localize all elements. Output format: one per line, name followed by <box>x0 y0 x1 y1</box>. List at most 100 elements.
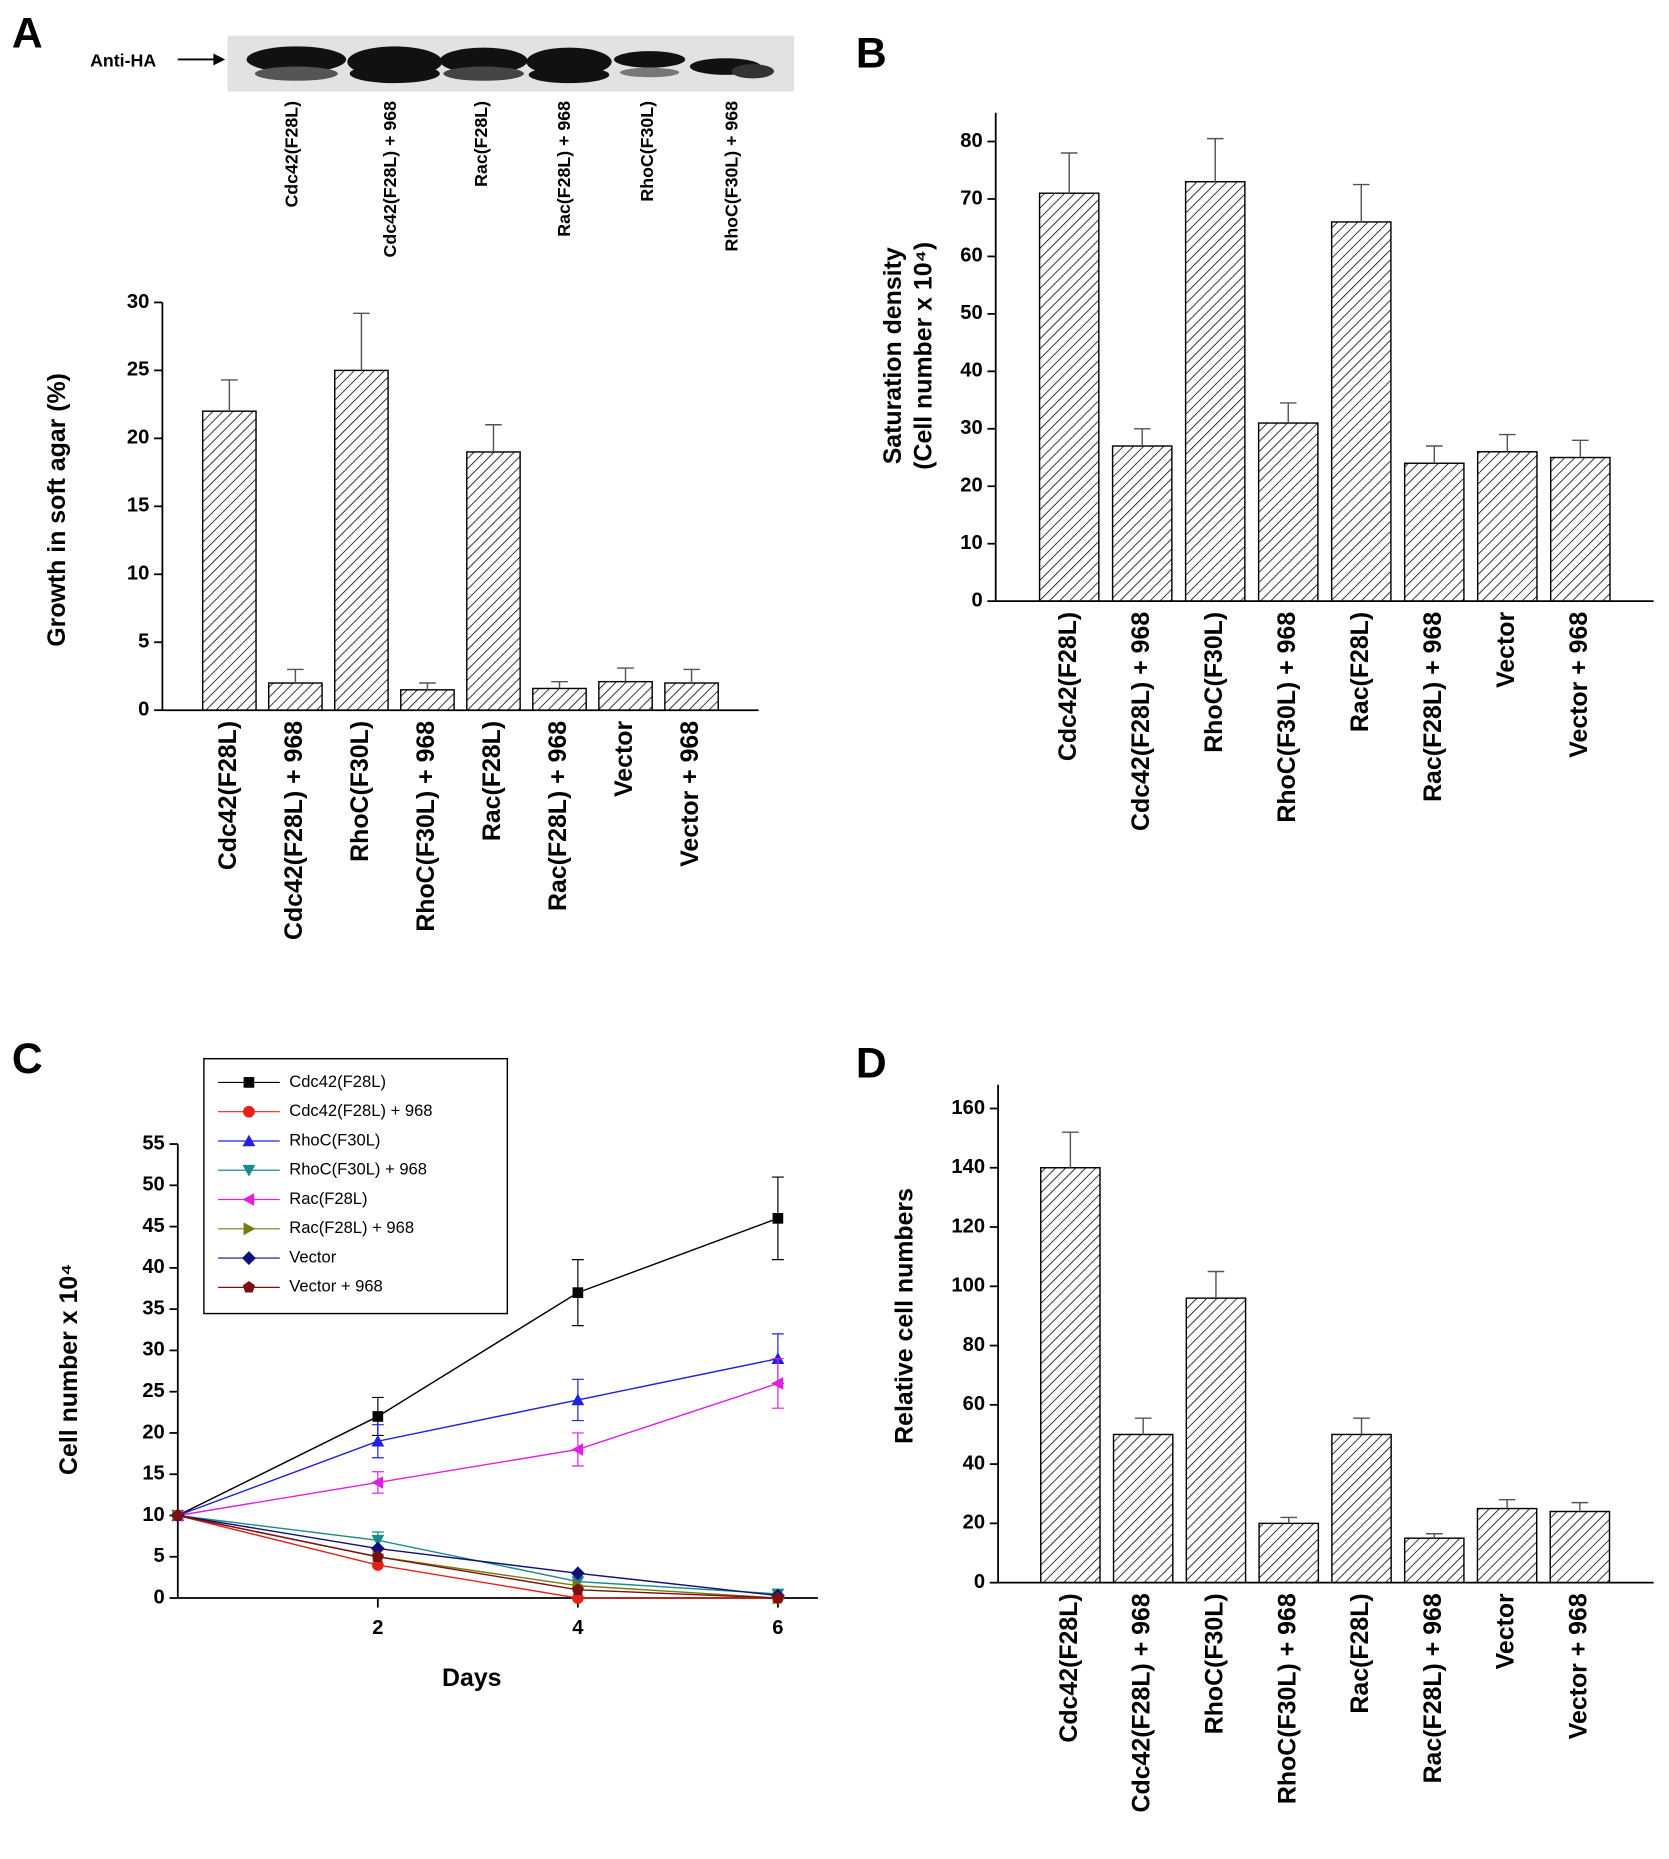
marker <box>571 1583 584 1595</box>
legend-marker <box>242 1280 256 1293</box>
x-tick-label: 6 <box>772 1617 783 1639</box>
marker <box>171 1509 184 1521</box>
y-tick-label: 0 <box>974 1571 985 1593</box>
y-tick-label: 60 <box>960 245 982 267</box>
legend-marker <box>241 1251 256 1266</box>
bar <box>1549 456 1611 602</box>
y-tick-label: 15 <box>142 1463 164 1485</box>
blot-arrow-head <box>213 53 226 66</box>
x-tick-label: Vector + 968 <box>1565 612 1593 758</box>
error-bar <box>1498 1498 1516 1509</box>
marker <box>572 1287 584 1298</box>
legend-marker <box>243 1077 255 1088</box>
bar <box>664 682 719 711</box>
error-bar <box>683 668 700 684</box>
marker <box>371 1434 385 1447</box>
y-tick-label: 20 <box>127 427 149 449</box>
y-tick-label: 120 <box>951 1215 985 1237</box>
panel-label: B <box>856 30 887 78</box>
lane-label: Rac(F28L) <box>471 101 491 187</box>
x-tick-label: Rac(F28L) <box>1346 612 1374 732</box>
error-bar <box>1572 439 1589 458</box>
error-bar <box>551 680 568 689</box>
series-line <box>177 1514 778 1599</box>
series-line <box>177 1382 779 1517</box>
marker <box>371 1534 385 1547</box>
error-bar <box>1279 402 1297 424</box>
marker <box>372 1411 384 1422</box>
legend-label: Rac(F28L) <box>289 1189 367 1208</box>
legend-label: Cdc42(F28L) + 968 <box>289 1101 432 1120</box>
y-tick-label: 10 <box>142 1504 164 1526</box>
legend-marker <box>243 1222 256 1236</box>
y-tick-label: 40 <box>960 360 982 382</box>
x-tick-label: RhoC(F30L) + 968 <box>1273 1593 1301 1804</box>
bar <box>1185 1297 1247 1584</box>
error-bar <box>1352 183 1370 222</box>
bar <box>1111 445 1173 602</box>
panel-label: C <box>12 1035 43 1083</box>
error-bar <box>1206 137 1224 182</box>
legend-marker <box>243 1105 255 1118</box>
bar <box>400 689 455 711</box>
x-tick-label: 4 <box>572 1617 584 1639</box>
bar <box>334 369 389 711</box>
y-tick-label: 10 <box>127 563 149 585</box>
legend-label: Vector + 968 <box>289 1277 383 1296</box>
bar <box>1184 181 1246 602</box>
bar <box>201 410 257 711</box>
bar <box>532 687 587 711</box>
y-tick-label: 15 <box>127 495 149 517</box>
x-axis-label: Days <box>442 1664 501 1692</box>
x-tick-label: RhoC(F30L) + 968 <box>412 721 440 932</box>
series-line <box>177 1514 778 1599</box>
legend-marker <box>242 1164 256 1177</box>
error-bar <box>1571 1501 1589 1512</box>
error-bar <box>1060 152 1078 194</box>
y-tick-label: 40 <box>142 1256 164 1278</box>
y-tick-label: 30 <box>142 1339 164 1361</box>
x-tick-label: Cdc42(F28L) <box>1055 1593 1083 1742</box>
x-tick-label: Rac(F28L) + 968 <box>1419 1593 1447 1783</box>
marker <box>371 1550 384 1562</box>
bar <box>1476 451 1538 602</box>
y-tick-label: 40 <box>963 1452 985 1474</box>
marker <box>570 1566 585 1581</box>
lane-label: RhoC(F30L) + 968 <box>721 101 741 252</box>
y-tick-label: 20 <box>963 1512 985 1534</box>
legend-marker <box>242 1193 255 1206</box>
series-line <box>177 1514 778 1597</box>
marker <box>772 1213 784 1224</box>
x-tick-label: Cdc42(F28L) <box>1054 612 1082 761</box>
error-bar <box>1280 1516 1298 1524</box>
bar <box>1038 192 1100 602</box>
legend-label: RhoC(F30L) <box>289 1130 380 1149</box>
error-bar <box>1353 1417 1370 1435</box>
y-axis-label: Saturation density <box>879 247 907 464</box>
error-bar <box>617 667 634 682</box>
error-bar <box>221 379 238 412</box>
marker <box>571 1393 585 1406</box>
x-tick-label: Cdc42(F28L) <box>214 721 242 870</box>
marker <box>571 1443 584 1456</box>
bar <box>1040 1167 1101 1584</box>
series-line <box>177 1357 779 1517</box>
x-tick-label: Rac(F28L) <box>1346 1593 1374 1713</box>
legend <box>203 1057 509 1315</box>
y-tick-label: 100 <box>951 1275 985 1297</box>
y-tick-label: 20 <box>142 1421 164 1443</box>
x-tick-label: RhoC(F30L) + 968 <box>1273 612 1301 823</box>
y-tick-label: 140 <box>951 1156 985 1178</box>
y-tick-label: 50 <box>960 302 982 324</box>
y-tick-label: 0 <box>138 699 149 721</box>
x-tick-label: Rac(F28L) + 968 <box>544 721 572 911</box>
x-tick-label: Cdc42(F28L) + 968 <box>1127 612 1155 831</box>
legend-label: Rac(F28L) + 968 <box>289 1218 414 1237</box>
bar <box>1549 1510 1611 1584</box>
x-tick-label: RhoC(F30L) <box>346 721 374 862</box>
x-tick-label: Vector <box>1492 1593 1520 1669</box>
bar <box>1476 1507 1538 1584</box>
marker <box>771 1377 784 1390</box>
y-axis-label: (Cell number x 10⁴) <box>910 242 938 470</box>
